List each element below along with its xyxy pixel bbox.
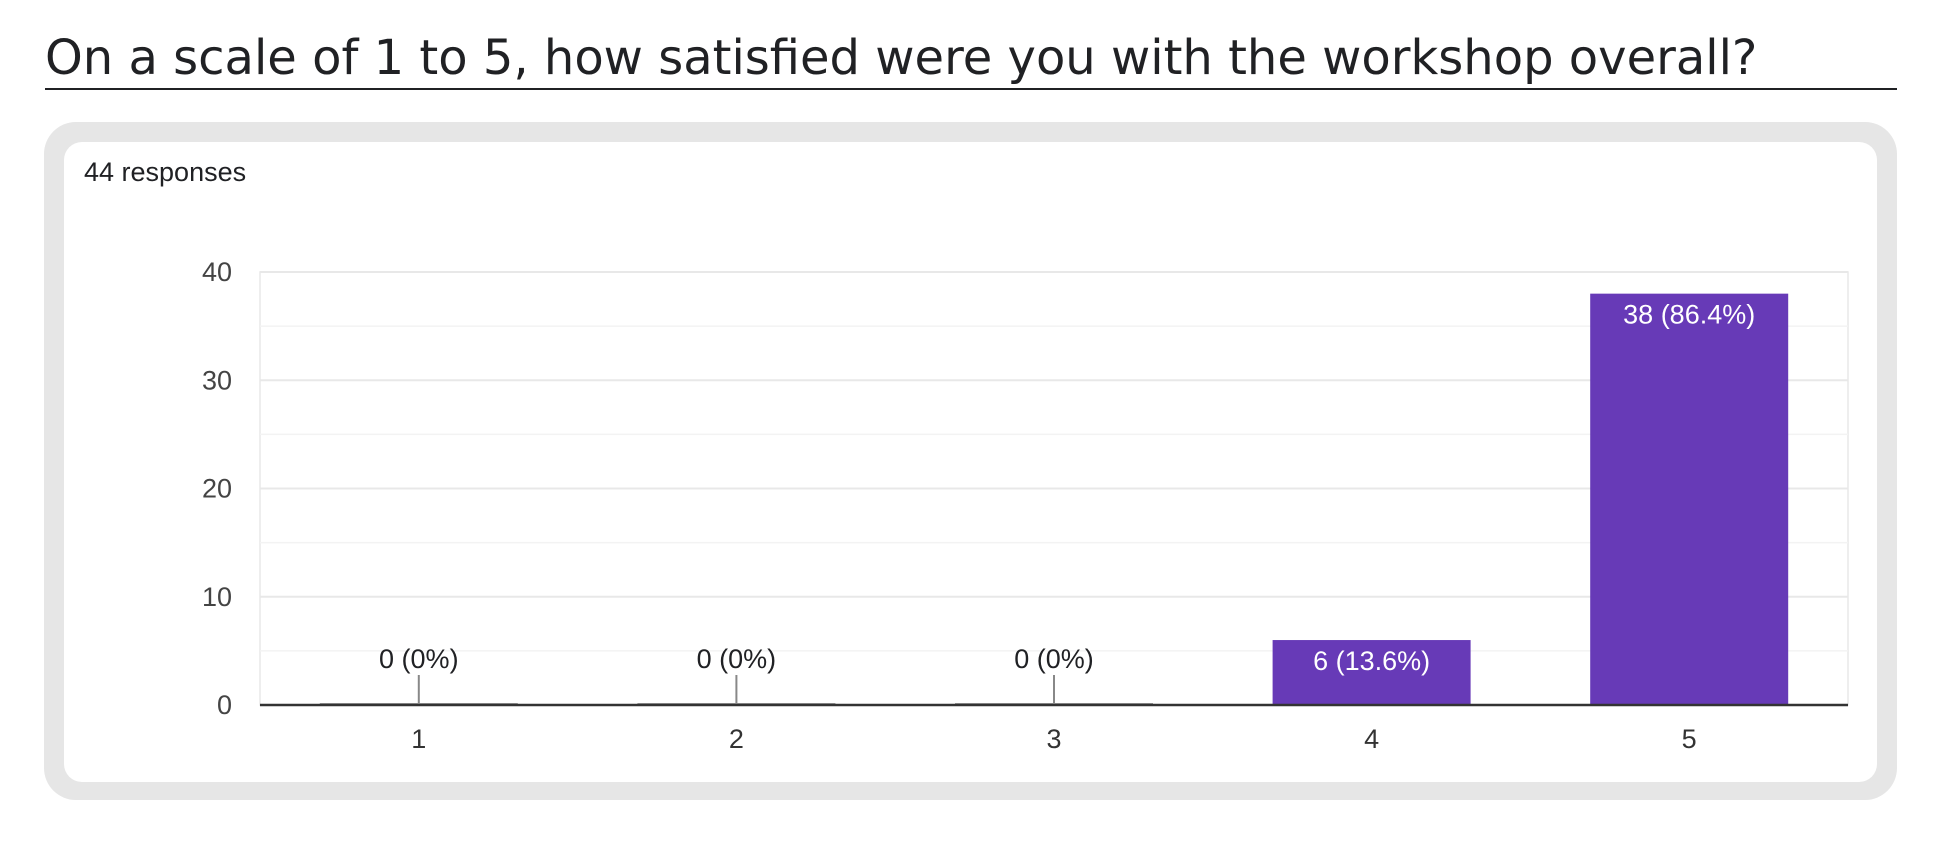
x-tick-label: 5: [1682, 724, 1697, 754]
y-tick-label: 40: [202, 257, 232, 287]
data-label-5: 38 (86.4%): [1623, 300, 1755, 330]
x-tick-label: 2: [729, 724, 744, 754]
y-tick-label: 10: [202, 582, 232, 612]
data-label-4: 6 (13.6%): [1313, 646, 1430, 676]
data-labels: 0 (0%) 0 (0%) 0 (0%) 6 (13.6%) 38 (86.4%): [379, 300, 1755, 676]
bar-5: [1590, 293, 1789, 705]
data-label-3: 0 (0%): [1014, 644, 1094, 674]
question-title: On a scale of 1 to 5, how satisfied were…: [45, 26, 1897, 90]
response-count: 44 responses: [84, 157, 247, 187]
x-tick-label: 4: [1364, 724, 1379, 754]
axes: 0 10 20 30 40 1 2 3 4 5: [202, 257, 1848, 754]
data-label-1: 0 (0%): [379, 644, 459, 674]
y-tick-label: 0: [217, 690, 232, 720]
x-tick-label: 1: [411, 724, 426, 754]
bar-4: [1272, 640, 1471, 705]
y-tick-label: 20: [202, 474, 232, 504]
chart-card: [64, 142, 1877, 782]
data-label-2: 0 (0%): [697, 644, 777, 674]
y-tick-label: 30: [202, 365, 232, 395]
x-tick-label: 3: [1046, 724, 1061, 754]
